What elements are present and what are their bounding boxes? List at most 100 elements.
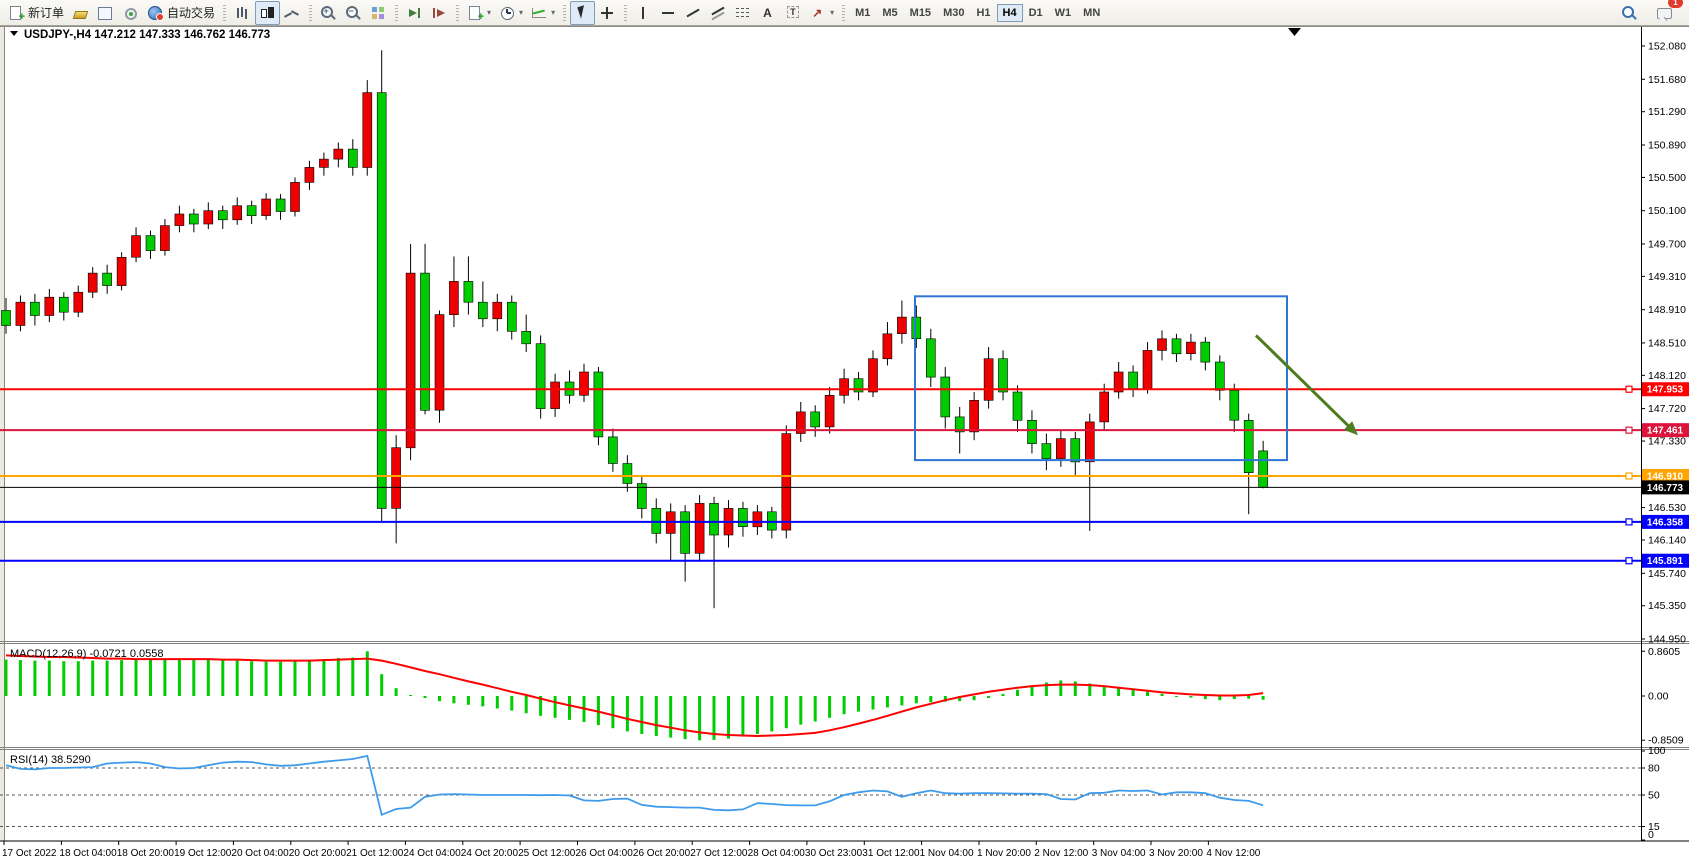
macd-histogram-bar bbox=[409, 695, 413, 696]
tf-m1-button[interactable]: M1 bbox=[855, 6, 871, 19]
macd-histogram-bar bbox=[177, 658, 181, 696]
line-drag-handle[interactable] bbox=[1625, 557, 1633, 565]
text-label-tool-button[interactable]: T bbox=[781, 1, 806, 25]
terminal-window-button[interactable] bbox=[93, 1, 118, 25]
candle-body bbox=[752, 511, 763, 528]
candle-body bbox=[781, 433, 792, 531]
rsi-tick-label: 15 bbox=[1648, 821, 1660, 833]
line-drag-handle[interactable] bbox=[1625, 472, 1633, 480]
tile-windows-button[interactable] bbox=[366, 1, 391, 25]
text-label-icon: T bbox=[785, 5, 802, 21]
periods-button[interactable]: ▾ bbox=[495, 1, 527, 25]
macd-tick-label: 0.00 bbox=[1648, 691, 1669, 703]
macd-histogram-bar bbox=[669, 696, 673, 738]
chart-shift-marker-icon[interactable] bbox=[1288, 28, 1301, 36]
zoom-out-icon: − bbox=[345, 5, 362, 21]
tf-m5-button[interactable]: M5 bbox=[882, 6, 898, 19]
macd-histogram-bar bbox=[712, 696, 716, 740]
time-axis-label: 3 Nov 04:00 bbox=[1092, 848, 1146, 859]
rsi-tick-label: 0 bbox=[1648, 829, 1654, 841]
candle-body bbox=[940, 376, 951, 418]
broadcast-icon bbox=[122, 5, 139, 21]
macd-histogram-bar bbox=[741, 696, 745, 737]
chevron-down-icon: ▾ bbox=[487, 8, 492, 17]
symbol-dropdown-icon[interactable] bbox=[10, 31, 18, 36]
line-drag-handle[interactable] bbox=[1625, 426, 1633, 434]
text-tool-button[interactable]: A bbox=[756, 1, 781, 25]
price-tick-label: 145.350 bbox=[1648, 600, 1686, 612]
candle-body bbox=[636, 483, 647, 509]
macd-histogram-bar bbox=[1232, 696, 1236, 700]
rectangle-annotation[interactable] bbox=[914, 295, 1288, 462]
macd-histogram-bar bbox=[568, 696, 571, 720]
candle-body bbox=[1027, 419, 1037, 444]
notifications-button[interactable]: 1 bbox=[1652, 0, 1683, 25]
arrows-tool-button[interactable]: ↗ ▾ bbox=[806, 1, 838, 25]
macd-histogram-bar bbox=[47, 660, 51, 696]
price-tick-label: 147.720 bbox=[1648, 403, 1686, 415]
candle-body bbox=[116, 256, 127, 286]
macd-histogram-bar bbox=[322, 659, 326, 696]
vertical-line-tool-button[interactable] bbox=[631, 1, 656, 25]
candle-body bbox=[1171, 338, 1182, 355]
tf-w1-button[interactable]: W1 bbox=[1054, 6, 1072, 19]
time-axis-label: 26 Oct 20:00 bbox=[633, 848, 691, 859]
candle-body bbox=[521, 330, 532, 345]
tf-d1-button[interactable]: D1 bbox=[1028, 6, 1043, 19]
candle-body bbox=[290, 182, 300, 212]
macd-histogram-bar bbox=[510, 696, 514, 711]
line-drag-handle[interactable] bbox=[1625, 518, 1633, 526]
fibonacci-tool-button[interactable] bbox=[731, 1, 756, 25]
line-drag-handle[interactable] bbox=[1625, 385, 1633, 393]
chart-shift-button[interactable] bbox=[427, 1, 452, 25]
candle-body bbox=[622, 463, 633, 484]
chevron-down-icon: ▾ bbox=[551, 8, 556, 17]
line-chart-button[interactable] bbox=[280, 1, 305, 25]
arrow-annotation[interactable] bbox=[1254, 334, 1354, 431]
macd-histogram-bar bbox=[4, 659, 8, 696]
macd-histogram-bar bbox=[452, 696, 456, 704]
macd-histogram-bar bbox=[1189, 696, 1193, 698]
macd-tick-label: -0.8509 bbox=[1648, 735, 1684, 747]
macd-histogram-bar bbox=[770, 696, 774, 732]
tf-m30-button[interactable]: M30 bbox=[943, 6, 965, 19]
candle-body bbox=[463, 281, 474, 303]
signals-button[interactable] bbox=[118, 1, 143, 25]
bar-chart-button[interactable] bbox=[230, 1, 255, 25]
autotrading-button[interactable]: 自动交易 bbox=[143, 1, 219, 25]
macd-histogram-bar bbox=[813, 696, 817, 722]
tf-h1-button[interactable]: H1 bbox=[976, 6, 991, 19]
auto-scroll-button[interactable] bbox=[402, 1, 427, 25]
time-axis-label: 21 Oct 12:00 bbox=[346, 848, 404, 859]
zoom-in-button[interactable]: + bbox=[316, 1, 341, 25]
indicators-button[interactable]: ▾ bbox=[527, 1, 559, 25]
macd-histogram-bar bbox=[1117, 687, 1121, 696]
time-axis-label: 30 Oct 23:00 bbox=[805, 848, 863, 859]
price-tick-label: 145.740 bbox=[1648, 568, 1686, 580]
market-watch-button[interactable] bbox=[68, 1, 93, 25]
macd-histogram-bar bbox=[1059, 680, 1063, 696]
toolbar-grip bbox=[842, 4, 846, 21]
cursor-tool-button[interactable] bbox=[570, 0, 596, 25]
tf-h4-button[interactable]: H4 bbox=[996, 3, 1023, 22]
new-order-button[interactable]: + 新订单 bbox=[4, 1, 68, 25]
new-chart-button[interactable]: + ▾ bbox=[463, 1, 495, 25]
horizontal-line-tool-button[interactable] bbox=[656, 1, 681, 25]
tf-m15-button[interactable]: M15 bbox=[909, 6, 932, 19]
price-line-label: 147.461 bbox=[1647, 426, 1684, 437]
macd-histogram-bar bbox=[553, 696, 557, 718]
tf-mn-button[interactable]: MN bbox=[1083, 6, 1101, 19]
search-button[interactable] bbox=[1617, 1, 1642, 25]
trendline-tool-button[interactable] bbox=[681, 1, 706, 25]
channel-tool-button[interactable] bbox=[706, 1, 731, 25]
candlestick-chart-button[interactable] bbox=[255, 0, 281, 25]
autotrading-globe-icon bbox=[147, 5, 165, 21]
crosshair-tool-button[interactable] bbox=[595, 1, 620, 25]
time-axis-label: 4 Nov 12:00 bbox=[1206, 848, 1260, 859]
time-axis-label: 3 Nov 20:00 bbox=[1149, 848, 1203, 859]
cursor-icon bbox=[574, 4, 591, 21]
zoom-out-button[interactable]: − bbox=[341, 1, 366, 25]
candle-body bbox=[1215, 361, 1225, 391]
macd-histogram-bar bbox=[438, 696, 441, 702]
